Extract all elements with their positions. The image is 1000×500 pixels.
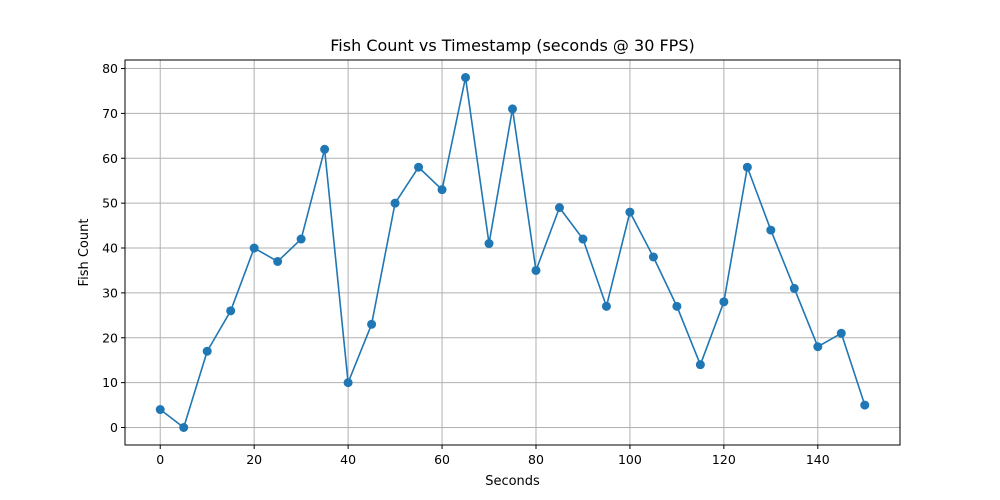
data-point bbox=[320, 144, 330, 154]
x-tick-label: 120 bbox=[712, 452, 736, 467]
data-point bbox=[789, 283, 799, 293]
data-point bbox=[766, 225, 776, 235]
series-group bbox=[155, 73, 870, 432]
data-point bbox=[554, 203, 564, 213]
data-point bbox=[155, 405, 165, 415]
x-tick-label: 0 bbox=[156, 452, 164, 467]
chart-title: Fish Count vs Timestamp (seconds @ 30 FP… bbox=[330, 36, 694, 55]
y-tick-label: 30 bbox=[102, 285, 118, 300]
y-tick-label: 70 bbox=[102, 106, 118, 121]
data-point bbox=[601, 301, 611, 311]
data-point bbox=[836, 328, 846, 338]
data-point bbox=[484, 239, 494, 249]
data-point bbox=[625, 207, 635, 217]
y-tick-label: 20 bbox=[102, 330, 118, 345]
data-point bbox=[437, 185, 447, 195]
x-tick-label: 40 bbox=[340, 452, 356, 467]
data-point bbox=[578, 234, 588, 244]
data-point bbox=[531, 265, 541, 275]
data-point bbox=[367, 319, 377, 329]
y-axis-ticks: 0 10 20 30 40 50 60 70 80 bbox=[102, 61, 125, 435]
data-point bbox=[461, 73, 471, 82]
data-point bbox=[508, 104, 517, 114]
data-point bbox=[672, 301, 682, 311]
data-point bbox=[202, 346, 212, 356]
y-tick-label: 10 bbox=[102, 375, 118, 390]
data-point bbox=[813, 342, 823, 352]
y-tick-label: 50 bbox=[102, 196, 118, 211]
x-axis-label: Seconds bbox=[485, 474, 540, 489]
y-axis-label: Fish Count bbox=[77, 219, 92, 287]
data-point bbox=[296, 234, 306, 244]
plot-frame bbox=[124, 59, 901, 446]
data-point bbox=[390, 198, 400, 208]
data-point bbox=[695, 360, 705, 370]
x-axis-ticks: 0 20 40 60 80 100 120 140 bbox=[156, 445, 830, 467]
data-point bbox=[249, 243, 259, 253]
x-tick-label: 60 bbox=[434, 452, 450, 467]
grid bbox=[125, 60, 900, 445]
data-point bbox=[414, 162, 424, 172]
x-tick-label: 80 bbox=[528, 452, 544, 467]
data-point bbox=[742, 162, 752, 172]
data-point bbox=[179, 423, 189, 432]
data-point bbox=[343, 378, 353, 388]
y-tick-label: 0 bbox=[110, 420, 118, 435]
x-tick-label: 140 bbox=[806, 452, 830, 467]
y-tick-label: 80 bbox=[102, 61, 118, 76]
x-tick-label: 20 bbox=[246, 452, 262, 467]
data-point bbox=[719, 297, 729, 307]
y-tick-label: 40 bbox=[102, 241, 118, 256]
data-point bbox=[226, 306, 236, 316]
y-tick-label: 60 bbox=[102, 151, 118, 166]
data-point bbox=[860, 400, 870, 410]
data-point bbox=[273, 256, 283, 266]
x-tick-label: 100 bbox=[618, 452, 642, 467]
data-point bbox=[648, 252, 658, 262]
